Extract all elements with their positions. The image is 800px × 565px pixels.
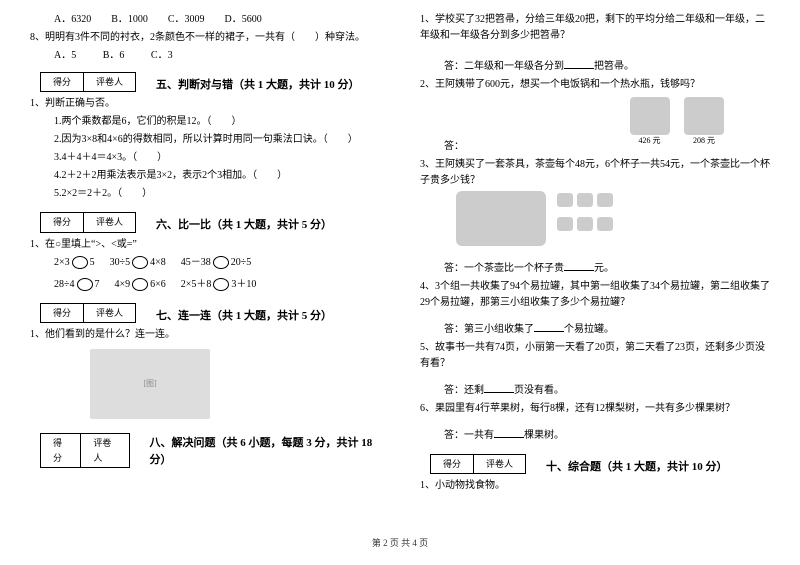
grader-label: 评卷人 <box>84 73 135 91</box>
opt-b: B．6 <box>103 50 125 61</box>
q8-text: 8、明明有3件不同的衬衣，2条颜色不一样的裙子，一共有（ ）种穿法。 <box>30 30 380 46</box>
section-8-title: 八、解决问题（共 6 小题，每题 3 分，共计 18 分） <box>150 435 380 470</box>
connect-image: [图] <box>90 349 210 419</box>
c2e: 2×5＋8 <box>181 279 212 290</box>
circle-input[interactable] <box>77 278 93 291</box>
left-column: A．6320 B．1000 C．3009 D．5600 8、明明有3件不同的衬衣… <box>30 10 380 530</box>
c2b: 7 <box>95 279 100 290</box>
section-7-title: 七、连一连（共 1 大题，共计 5 分） <box>156 308 332 326</box>
c2a: 28÷4 <box>54 279 75 290</box>
r-q1: 1、学校买了32把笤帚，分给三年级20把，剩下的平均分给二年级和一年级，二年级和… <box>420 12 770 44</box>
grader-label: 评卷人 <box>84 213 135 231</box>
sec6-q1: 1、在○里填上“>、<或=” <box>30 237 380 253</box>
opt-a: A．5 <box>54 50 76 61</box>
section-10-title: 十、综合题（共 1 大题，共计 10 分） <box>546 459 728 477</box>
score-label: 得分 <box>41 213 84 231</box>
blank-input[interactable] <box>564 58 594 69</box>
r-a6: 答：一共有 棵果树。 <box>420 427 770 444</box>
c1e: 45－38 <box>181 257 211 268</box>
r-q2: 2、王阿姨带了600元，想买一个电饭锅和一个热水瓶，钱够吗？ <box>420 77 770 93</box>
a6-pre: 答：一共有 <box>444 430 494 441</box>
circle-input[interactable] <box>72 256 88 269</box>
sec7-images: [图] <box>60 349 380 419</box>
a4-suf: 个易拉罐。 <box>564 324 614 335</box>
r-a4: 答：第三小组收集了 个易拉罐。 <box>420 321 770 338</box>
cup-icon <box>597 217 613 231</box>
grader-label: 评卷人 <box>84 304 135 322</box>
score-box-10: 得分 评卷人 <box>430 454 526 474</box>
grader-label: 评卷人 <box>474 455 525 473</box>
teapot-icon <box>456 191 546 246</box>
sec5-i2: 2.因为3×8和4×6的得数相同，所以计算时用同一句乘法口诀。（ ） <box>30 132 380 148</box>
sec5-i3: 3.4＋4＋4＝4×3。（ ） <box>30 150 380 166</box>
c2f: 3＋10 <box>231 279 256 290</box>
r-q6: 6、果园里有4行苹果树，每行8棵，还有12棵梨树，一共有多少棵果树？ <box>420 401 770 417</box>
opt-c: C．3 <box>151 50 173 61</box>
q2-images: 426 元 208 元 <box>420 95 770 137</box>
r-q3: 3、王阿姨买了一套茶具，茶壶每个48元，6个杯子一共54元，一个茶壶比一个杯子贵… <box>420 157 770 189</box>
score-box-6: 得分 评卷人 <box>40 212 136 232</box>
cups-group <box>555 191 635 239</box>
score-box-7: 得分 评卷人 <box>40 303 136 323</box>
circle-input[interactable] <box>132 278 148 291</box>
q8-options: A．5 B．6 C．3 <box>30 48 380 64</box>
cup-icon <box>557 193 573 207</box>
compare-row1: 2×3 5 30÷5 4×8 45－38 20÷5 <box>30 255 380 271</box>
score-box-8: 得分 评卷人 <box>40 433 130 468</box>
sec5-i5: 5.2×2＝2＋2。（ ） <box>30 186 380 202</box>
blank-input[interactable] <box>534 321 564 332</box>
ricecooker-icon: 426 元 <box>630 97 670 135</box>
sec5-i1: 1.两个乘数都是6，它们的积是12。（ ） <box>30 114 380 130</box>
r-q5: 5、故事书一共有74页，小丽第一天看了20页，第二天看了23页，还剩多少页没有看… <box>420 340 770 372</box>
thermos-icon: 208 元 <box>684 97 724 135</box>
score-label: 得分 <box>41 73 84 91</box>
r-a2: 答： <box>420 139 770 155</box>
a1-suf: 把笤帚。 <box>594 61 634 72</box>
grader-label: 评卷人 <box>81 434 128 467</box>
compare-row2: 28÷4 7 4×9 6×6 2×5＋8 3＋10 <box>30 277 380 293</box>
blank-input[interactable] <box>494 427 524 438</box>
c2d: 6×6 <box>150 279 166 290</box>
circle-input[interactable] <box>132 256 148 269</box>
cup-icon <box>577 217 593 231</box>
section-5-title: 五、判断对与错（共 1 大题，共计 10 分） <box>156 77 360 95</box>
circle-input[interactable] <box>213 256 229 269</box>
sec5-i4: 4.2＋2＋2用乘法表示是3×2，表示2个3相加。（ ） <box>30 168 380 184</box>
blank-input[interactable] <box>484 382 514 393</box>
page-footer: 第 2 页 共 4 页 <box>30 536 770 550</box>
r-a3: 答：一个茶壶比一个杯子贵 元。 <box>420 260 770 277</box>
blank-input[interactable] <box>564 260 594 271</box>
score-label: 得分 <box>41 304 84 322</box>
r-a5: 答：还剩 页没有看。 <box>420 382 770 399</box>
a4-pre: 答：第三小组收集了 <box>444 324 534 335</box>
a5-suf: 页没有看。 <box>514 385 564 396</box>
cup-icon <box>577 193 593 207</box>
a3-pre: 答：一个茶壶比一个杯子贵 <box>444 263 564 274</box>
c1f: 20÷5 <box>231 257 252 268</box>
score-label: 得分 <box>431 455 474 473</box>
c1a: 2×3 <box>54 257 70 268</box>
q-options: A．6320 B．1000 C．3009 D．5600 <box>30 12 380 28</box>
score-label: 得分 <box>41 434 81 467</box>
q3-images <box>420 191 770 246</box>
circle-input[interactable] <box>213 278 229 291</box>
sec7-q1: 1、他们看到的是什么？连一连。 <box>30 327 380 343</box>
cup-icon <box>557 217 573 231</box>
c2c: 4×9 <box>115 279 131 290</box>
section-6-title: 六、比一比（共 1 大题，共计 5 分） <box>156 217 332 235</box>
r-q4: 4、3个组一共收集了94个易拉罐，其中第一组收集了34个易拉罐，第二组收集了29… <box>420 279 770 311</box>
sec10-q1: 1、小动物找食物。 <box>420 478 770 494</box>
a6-suf: 棵果树。 <box>524 430 564 441</box>
sec5-q1: 1、判断正确与否。 <box>30 96 380 112</box>
right-column: 1、学校买了32把笤帚，分给三年级20把，剩下的平均分给二年级和一年级，二年级和… <box>420 10 770 530</box>
a5-pre: 答：还剩 <box>444 385 484 396</box>
c1d: 4×8 <box>150 257 166 268</box>
a3-suf: 元。 <box>594 263 614 274</box>
r-a1: 答：二年级和一年级各分到 把笤帚。 <box>420 58 770 75</box>
score-box-5: 得分 评卷人 <box>40 72 136 92</box>
a1-pre: 答：二年级和一年级各分到 <box>444 61 564 72</box>
c1c: 30÷5 <box>110 257 131 268</box>
c1b: 5 <box>90 257 95 268</box>
cup-icon <box>597 193 613 207</box>
